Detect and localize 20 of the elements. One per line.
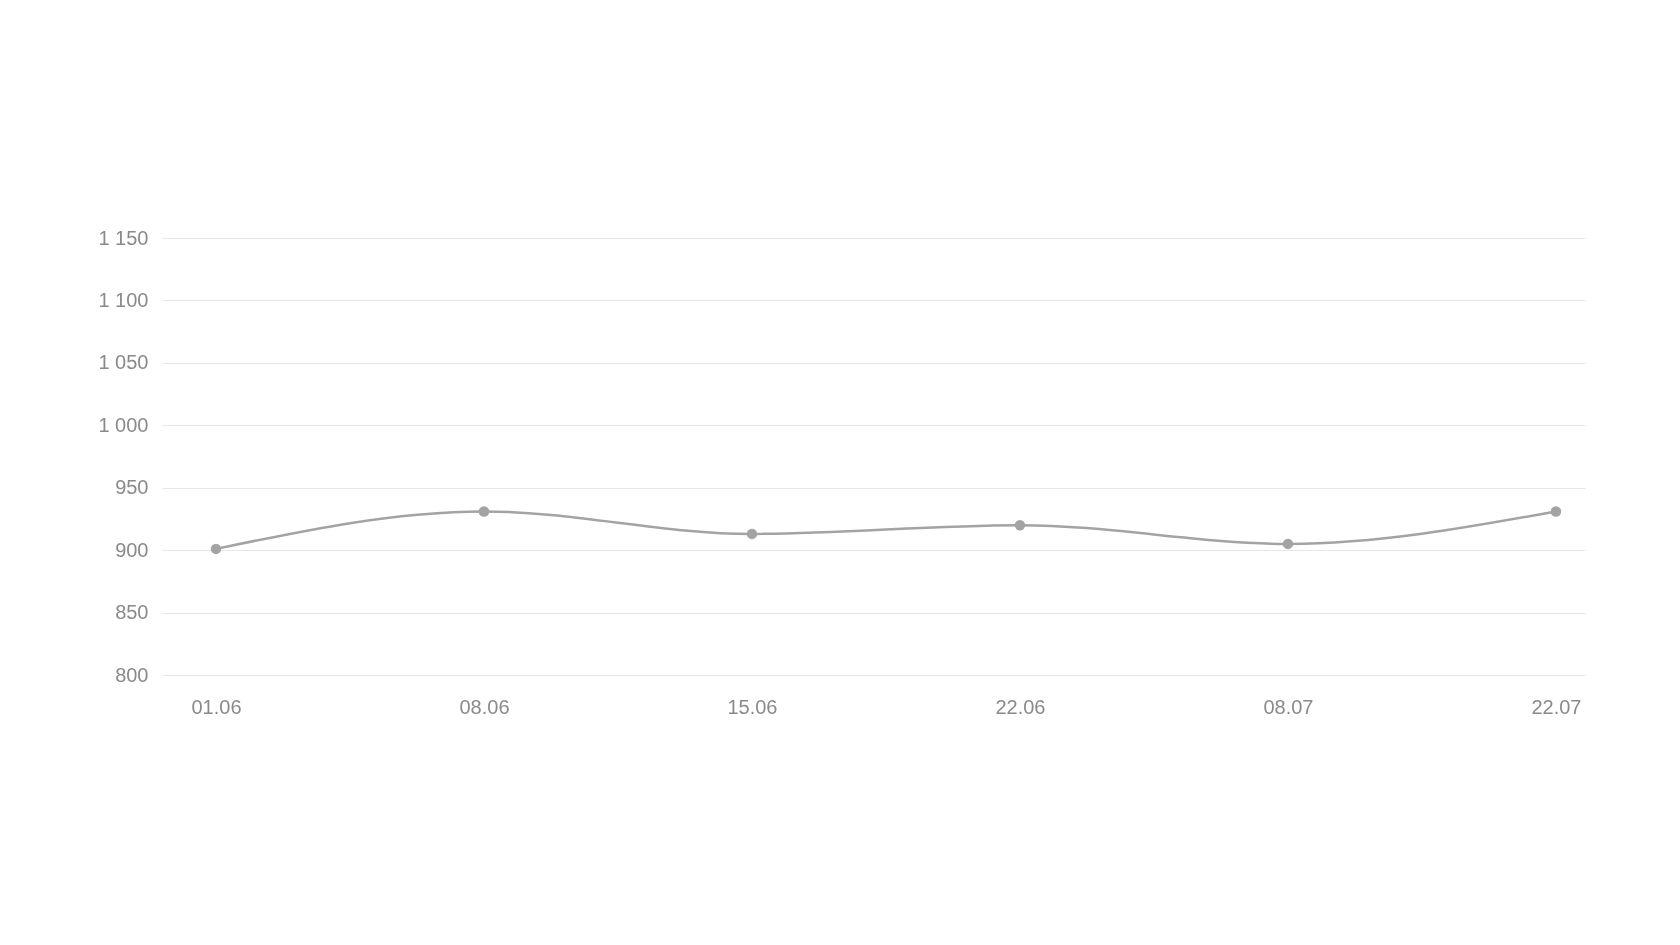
point bbox=[210, 543, 222, 555]
y-tick-label: 1 100 bbox=[98, 288, 149, 311]
point bbox=[1014, 519, 1026, 531]
point bbox=[1550, 506, 1562, 517]
point bbox=[746, 528, 758, 540]
point bbox=[1282, 538, 1294, 550]
point bbox=[478, 506, 490, 517]
x-tick-label: 08.07 bbox=[1263, 695, 1314, 718]
y-tick-label: 850 bbox=[115, 601, 149, 624]
y-tick-label: 1 150 bbox=[98, 226, 149, 249]
x-tick-label: 22.06 bbox=[995, 695, 1046, 718]
y-tick-label: 1 000 bbox=[98, 413, 149, 436]
x-tick-label: 08.06 bbox=[459, 695, 510, 718]
y-tick-label: 800 bbox=[115, 663, 149, 686]
y-tick-label: 900 bbox=[115, 538, 149, 561]
y-tick-label: 1 050 bbox=[98, 351, 149, 374]
x-tick-label: 15.06 bbox=[727, 695, 778, 718]
x-tick-label: 22.07 bbox=[1531, 695, 1582, 718]
y-tick-label: 950 bbox=[115, 476, 149, 499]
x-tick-label: 01.06 bbox=[191, 695, 242, 718]
